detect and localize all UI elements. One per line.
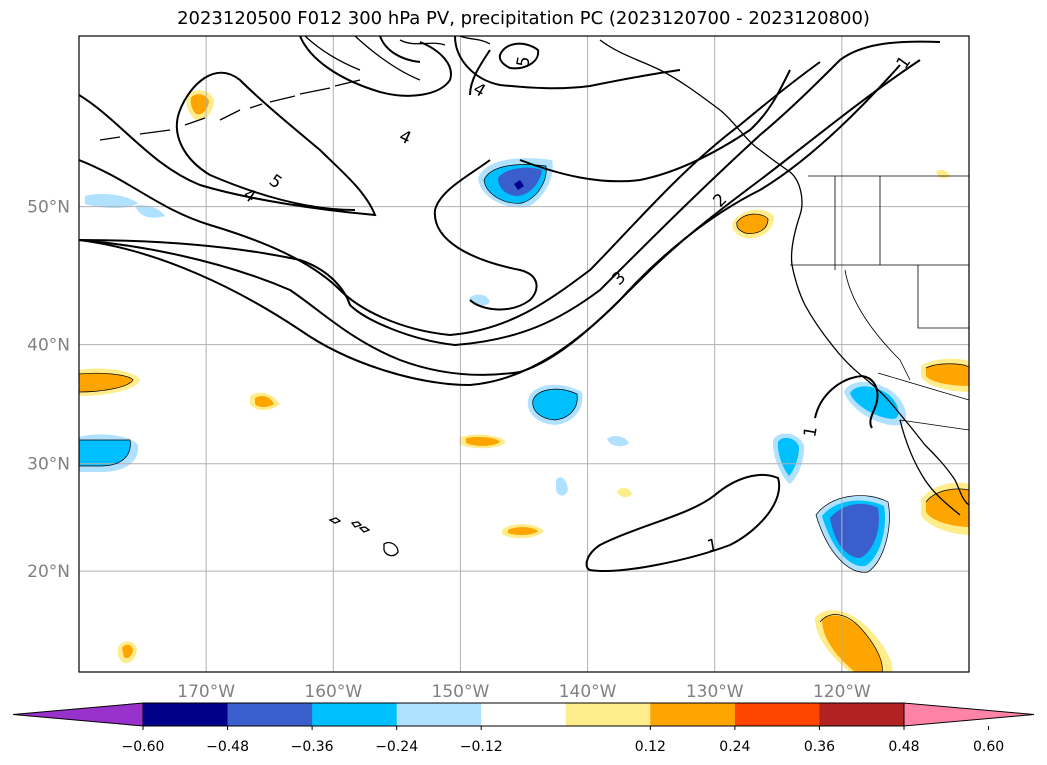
pv-contour-1-southeast xyxy=(814,374,879,429)
map-frame xyxy=(78,35,970,673)
colorbar-tick-label: −0.12 xyxy=(460,739,503,755)
precip-pos-blob xyxy=(466,437,500,446)
precip-neg-blob xyxy=(469,294,490,306)
figure-title: 2023120500 F012 300 hPa PV, precipitatio… xyxy=(177,8,870,29)
lon-tick-label: 140°W xyxy=(559,682,617,702)
colorbar-tick-label: −0.48 xyxy=(206,739,249,755)
colorbar-bin xyxy=(143,703,229,726)
pv-contour-3 xyxy=(79,61,821,337)
pv-contour-5 xyxy=(79,71,377,217)
contour-label: 5 xyxy=(265,171,285,194)
contour-label: 4 xyxy=(396,126,414,149)
lat-tick-label: 50°N xyxy=(27,198,70,218)
map-area: 1 1 2 3 4 4 4 5 5 1 xyxy=(79,36,969,672)
precip-neg-blob xyxy=(607,435,629,447)
precip-outline xyxy=(532,388,578,421)
political-borders xyxy=(790,175,969,431)
latitude-labels: 20°N 30°N 40°N 50°N xyxy=(27,198,70,583)
precip-pos-blob xyxy=(255,396,274,407)
colorbar-tick-label: 0.24 xyxy=(719,739,750,755)
precip-neg-blob xyxy=(777,437,799,476)
precip-pos-blob xyxy=(736,214,768,234)
contour-label: 5 xyxy=(513,55,535,69)
precip-outline xyxy=(79,372,134,393)
precip-pos-blob xyxy=(79,373,133,392)
lon-tick-label: 150°W xyxy=(432,682,490,702)
colorbar-bin xyxy=(565,703,651,726)
us-mexico-border xyxy=(899,419,969,431)
colorbar-frame xyxy=(142,702,905,727)
precip-outline xyxy=(925,363,969,369)
precip-pos-blob xyxy=(617,488,632,498)
precip-shading xyxy=(79,90,969,672)
colorbar-extend-low xyxy=(12,702,144,727)
colorbar-tick-label: 0.60 xyxy=(973,739,1004,755)
pv-contours xyxy=(79,36,941,572)
longitude-labels: 170°W 160°W 150°W 140°W 130°W 120°W xyxy=(177,682,871,702)
precip-pos-blob xyxy=(508,527,538,536)
lat-tick-label: 30°N xyxy=(27,455,70,475)
precip-pos-blob xyxy=(190,94,209,115)
colorbar-bin xyxy=(227,703,313,726)
colorbar-tick-label: −0.36 xyxy=(291,739,334,755)
contour-label: 1 xyxy=(705,535,719,557)
precip-neg-blob xyxy=(79,440,131,466)
colorbar-tick-label: 0.12 xyxy=(635,739,666,755)
aleutian-islands xyxy=(99,79,361,141)
map-gridlines xyxy=(79,36,969,672)
coastlines xyxy=(99,36,969,557)
precip-outline xyxy=(483,164,547,204)
colorbar-tick-label: 0.36 xyxy=(804,739,835,755)
lat-tick-label: 20°N xyxy=(27,562,70,582)
pv-contour-5-small xyxy=(498,42,540,70)
lon-tick-label: 130°W xyxy=(686,682,744,702)
colorbar-bin xyxy=(312,703,398,726)
colorbar-extend-high xyxy=(903,702,1035,727)
colorbar: −0.60 −0.48 −0.36 −0.24 −0.12 0.12 0.24 0.36 0.4… xyxy=(12,702,1035,755)
precip-outlines xyxy=(79,164,969,672)
precip-neg-blob xyxy=(532,389,578,420)
pv-contour-4-north xyxy=(454,36,791,183)
lon-tick-label: 170°W xyxy=(177,682,235,702)
colorbar-bin xyxy=(650,703,736,726)
precip-neg-blob xyxy=(556,477,568,496)
colorbar-tick-label: 0.48 xyxy=(888,739,919,755)
precip-outline xyxy=(925,488,969,503)
colorbar-tick-label: −0.60 xyxy=(122,739,165,755)
pv-contour-1-south xyxy=(585,473,781,572)
lon-tick-label: 120°W xyxy=(813,682,871,702)
precip-neg-blob xyxy=(85,194,138,208)
precip-outline xyxy=(819,614,883,672)
precip-neg-blob xyxy=(514,180,524,190)
contour-label: 1 xyxy=(800,425,822,439)
precip-pos-blob xyxy=(926,488,969,527)
precip-pos-blob xyxy=(122,644,133,659)
pv-contour-4-trough xyxy=(433,159,538,311)
pacific-nw-coastline xyxy=(599,39,803,216)
alaska-coastline xyxy=(304,36,491,81)
precip-neg-blob xyxy=(135,205,165,218)
colorbar-bin xyxy=(396,703,482,726)
lat-tick-label: 40°N xyxy=(27,336,70,356)
baja-coastline xyxy=(899,419,961,516)
pv-contour-5-north xyxy=(299,36,452,97)
colorbar-bin xyxy=(819,703,905,726)
state-borders xyxy=(790,176,969,401)
lon-tick-label: 160°W xyxy=(304,682,362,702)
colorbar-bin xyxy=(734,703,820,726)
precip-pos-blob xyxy=(936,169,950,179)
colorbar-bin xyxy=(481,703,567,726)
hawaii-islands xyxy=(328,517,399,557)
precip-outline xyxy=(736,213,769,234)
pv-contour-1-north xyxy=(79,64,901,387)
precip-pos-blob xyxy=(926,363,969,386)
precip-outline xyxy=(79,439,131,467)
colorbar-tick-label: −0.24 xyxy=(375,739,418,755)
contour-label: 3 xyxy=(608,268,630,290)
precip-pos-blob xyxy=(822,615,883,672)
precip-outline xyxy=(815,495,890,573)
precip-neg-blob xyxy=(850,386,899,419)
